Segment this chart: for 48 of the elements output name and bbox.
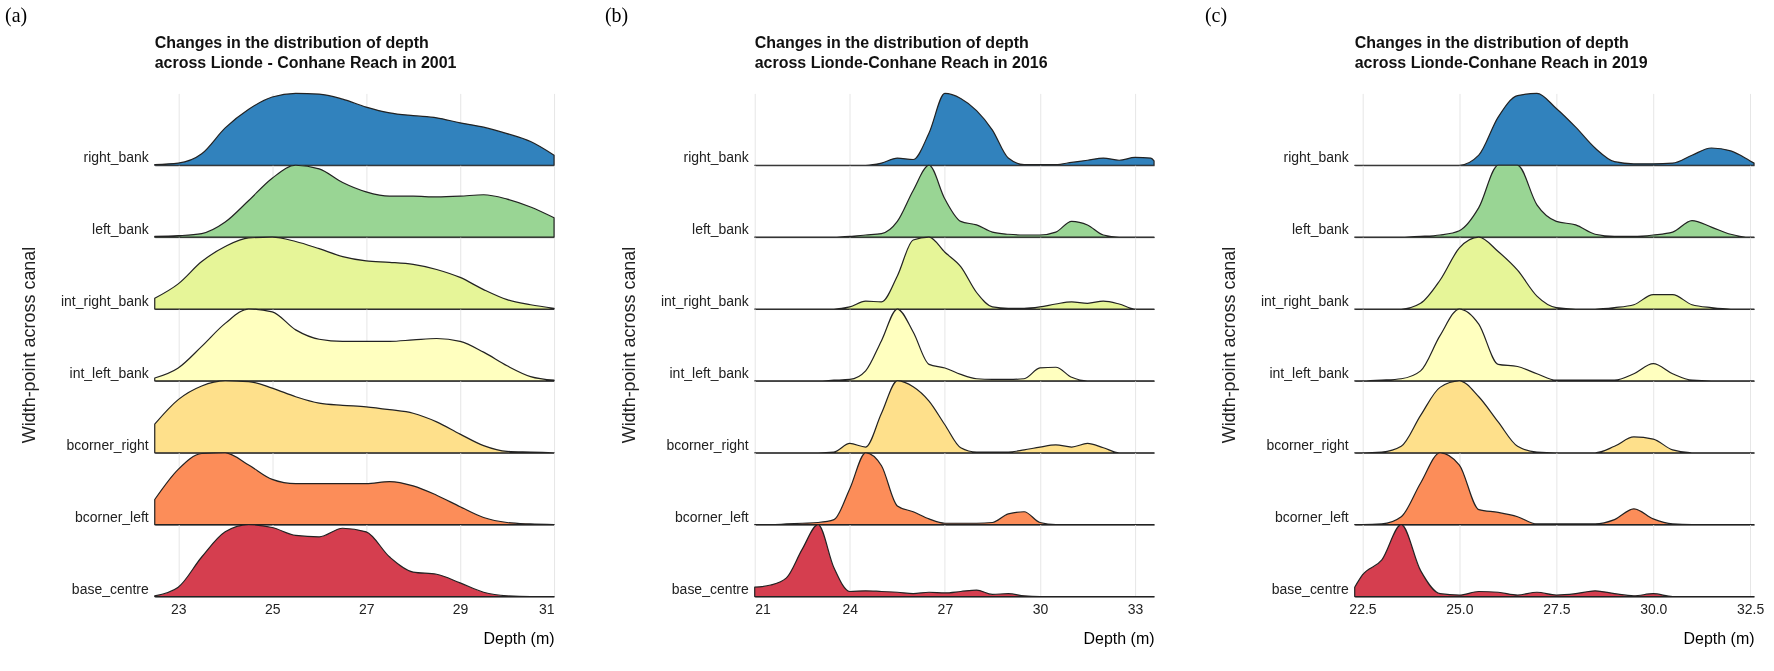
series-label: bcorner_right	[1266, 436, 1349, 453]
series-label: int_left_bank	[1269, 364, 1349, 381]
x-axis-title: Depth (m)	[1683, 629, 1755, 647]
y-axis-title: Width-point across canal	[1218, 246, 1239, 444]
x-tick-label: 30.0	[1640, 601, 1668, 618]
x-tick-label: 30	[1032, 601, 1049, 618]
series-label: left_bank	[692, 221, 749, 238]
series-label: int_left_bank	[669, 364, 749, 381]
series-label: bcorner_left	[1274, 508, 1349, 525]
x-tick-label: 25.0	[1446, 601, 1474, 618]
text: (b)	[604, 3, 629, 27]
series-label: right_bank	[1283, 149, 1349, 166]
x-tick-label: 29	[452, 601, 469, 618]
x-tick-label: 24	[842, 601, 859, 618]
series-label: bcorner_right	[666, 436, 749, 453]
series-label: base_centre	[671, 580, 749, 597]
series-label: left_bank	[92, 221, 149, 238]
series-label: left_bank	[1292, 221, 1349, 238]
series-label: int_right_bank	[60, 293, 149, 310]
chart-title: Changes in the distribution of depth across Lionde-Conhane Reach in 2016	[754, 34, 1048, 72]
x-tick-label: 27	[358, 601, 375, 618]
x-tick-label: 25	[264, 601, 281, 618]
x-tick-label: 33	[1127, 601, 1144, 618]
series-label: int_right_bank	[1260, 293, 1349, 310]
x-tick-label: 32.5	[1737, 601, 1765, 618]
series-label: right_bank	[83, 149, 149, 166]
text: (c)	[1204, 3, 1228, 27]
x-tick-label: 27	[937, 601, 954, 618]
series-label: bcorner_left	[674, 508, 749, 525]
x-tick-label: 21	[755, 601, 771, 618]
x-tick-label: 23	[170, 601, 187, 618]
x-tick-label: 31	[539, 601, 555, 618]
series-label: base_centre	[71, 580, 149, 597]
y-axis-title: Width-point across canal	[18, 246, 39, 444]
x-axis-title: Depth (m)	[1083, 629, 1155, 647]
text: (a)	[4, 3, 28, 27]
series-label: bcorner_right	[66, 436, 149, 453]
x-axis-title: Depth (m)	[483, 629, 555, 647]
chart-title: Changes in the distribution of depth across Lionde - Conhane Reach in 2001	[154, 34, 457, 72]
x-tick-label: 27.5	[1543, 601, 1571, 618]
series-label: int_left_bank	[69, 364, 149, 381]
chart-title: Changes in the distribution of depth across Lionde-Conhane Reach in 2019	[1354, 34, 1648, 72]
series-label: bcorner_left	[74, 508, 149, 525]
series-label: int_right_bank	[660, 293, 749, 310]
y-axis-title: Width-point across canal	[618, 246, 639, 444]
series-label: base_centre	[1271, 580, 1349, 597]
series-label: right_bank	[683, 149, 749, 166]
x-tick-label: 22.5	[1349, 601, 1377, 618]
